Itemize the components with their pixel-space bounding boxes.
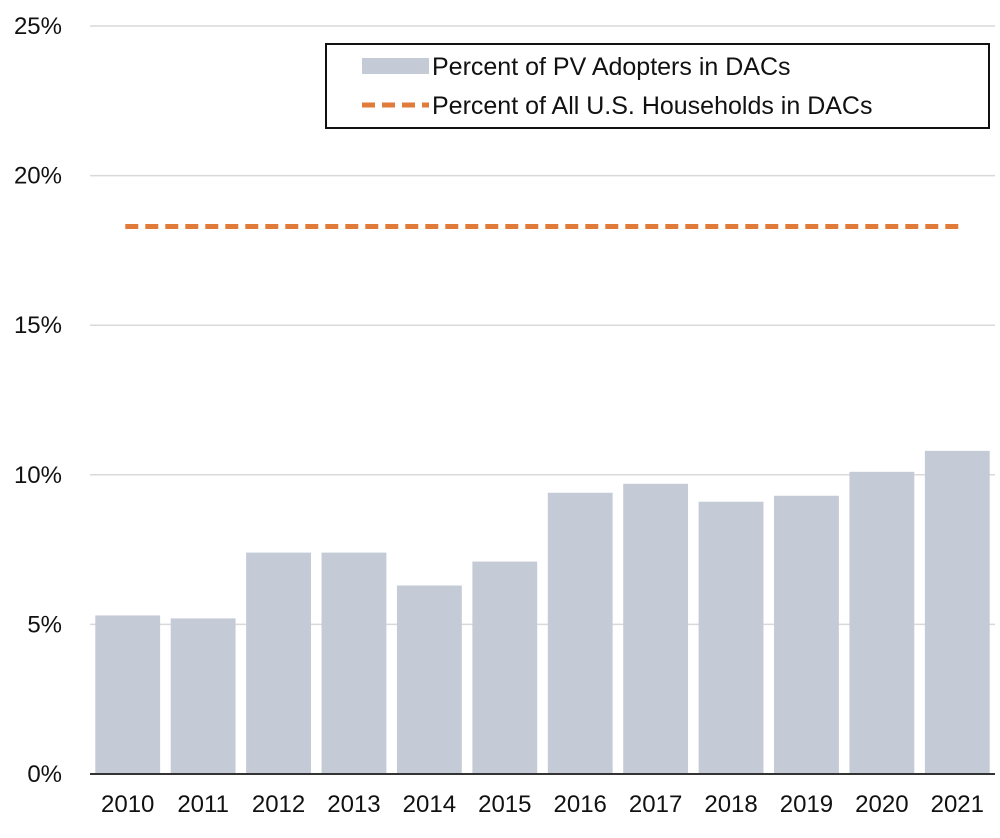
- x-tick-label: 2015: [478, 791, 531, 818]
- x-tick-label: 2021: [931, 791, 984, 818]
- bar-2012: [246, 552, 311, 774]
- legend-label-pv-adopters: Percent of PV Adopters in DACs: [432, 53, 791, 81]
- legend: Percent of PV Adopters in DACs Percent o…: [325, 43, 990, 129]
- x-tick-label: 2018: [704, 791, 757, 818]
- bar-2010: [95, 615, 161, 774]
- x-tick-label: 2020: [855, 791, 908, 818]
- legend-box: [325, 43, 990, 129]
- bar-2020: [849, 471, 915, 774]
- bars: [95, 450, 990, 774]
- x-tick-label: 2010: [101, 791, 154, 818]
- y-tick-label: 5%: [27, 611, 62, 638]
- bar-2018: [698, 501, 764, 774]
- bar-2013: [321, 552, 387, 774]
- bar-2021: [924, 450, 990, 774]
- legend-label-households: Percent of All U.S. Households in DACs: [432, 92, 872, 120]
- x-tick-label: 2014: [403, 791, 456, 818]
- y-axis-tick-labels: 0% 5% 10% 15% 20% 25%: [14, 13, 62, 788]
- x-tick-label: 2016: [554, 791, 607, 818]
- x-tick-label: 2011: [177, 791, 229, 818]
- x-tick-label: 2013: [327, 791, 380, 818]
- legend-swatch-pv-adopters: [362, 58, 429, 74]
- x-tick-label: 2019: [780, 791, 833, 818]
- bar-2019: [774, 495, 839, 774]
- bar-2015: [472, 561, 538, 774]
- y-tick-label: 0%: [27, 761, 62, 788]
- bar-2017: [623, 483, 689, 774]
- y-tick-label: 10%: [14, 462, 62, 489]
- y-tick-label: 20%: [14, 163, 62, 190]
- bar-2011: [170, 618, 236, 774]
- x-tick-label: 2012: [252, 791, 305, 818]
- gridlines: [90, 25, 995, 626]
- x-tick-label: 2017: [629, 791, 682, 818]
- bar-2016: [547, 492, 613, 774]
- bar-2014: [396, 585, 462, 774]
- y-tick-label: 25%: [14, 13, 62, 40]
- y-tick-label: 15%: [14, 312, 62, 339]
- x-axis-tick-labels: 2010 2011 2012 2013 2014 2015 2016 2017 2018 2019…: [101, 791, 984, 818]
